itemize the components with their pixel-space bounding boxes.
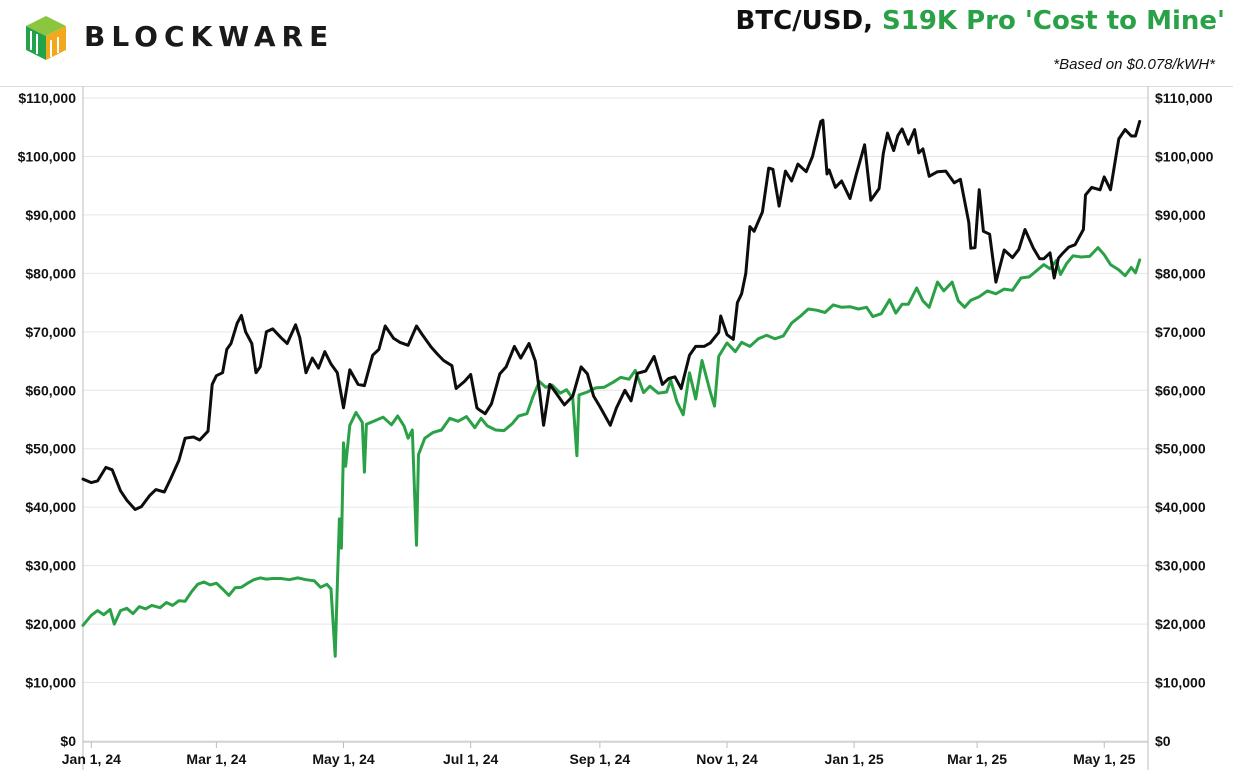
y-tick-label-left: $10,000 bbox=[25, 675, 76, 691]
title-btc: BTC/USD, bbox=[735, 6, 882, 36]
y-tick-label-left: $30,000 bbox=[25, 558, 76, 574]
series-lines bbox=[81, 118, 1142, 658]
x-tick-label: May 1, 25 bbox=[1073, 751, 1135, 767]
y-tick-label-right: $40,000 bbox=[1155, 499, 1206, 515]
y-tick-label-right: $70,000 bbox=[1155, 324, 1206, 340]
brand-name: BLOCKWARE bbox=[84, 20, 335, 53]
btc-series-line bbox=[81, 118, 1142, 511]
title-cost: S19K Pro 'Cost to Mine' bbox=[882, 6, 1225, 36]
y-tick-label-left: $0 bbox=[60, 733, 76, 749]
y-tick-label-left: $40,000 bbox=[25, 499, 76, 515]
y-axis-right: $0 $10,000 $20,000 $30,000 $40,000 $50,000 $60… bbox=[1155, 90, 1214, 749]
x-tick-label: Sep 1, 24 bbox=[570, 751, 631, 767]
x-tick-label: Jan 1, 24 bbox=[62, 751, 121, 767]
y-tick-label-right: $0 bbox=[1155, 733, 1171, 749]
x-tick-label: Jul 1, 24 bbox=[443, 751, 498, 767]
x-tick-label: Mar 1, 25 bbox=[947, 751, 1007, 767]
y-tick-label-left: $80,000 bbox=[25, 265, 76, 281]
y-tick-label-left: $110,000 bbox=[18, 90, 76, 106]
x-tick-label: May 1, 24 bbox=[312, 751, 374, 767]
x-axis: Jan 1, 24 Mar 1, 24 May 1, 24 Jul 1, 24 Sep … bbox=[62, 742, 1136, 767]
y-tick-label-right: $60,000 bbox=[1155, 382, 1206, 398]
chart-title: BTC/USD, S19K Pro 'Cost to Mine' bbox=[736, 6, 1225, 36]
y-tick-label-right: $30,000 bbox=[1155, 558, 1206, 574]
y-tick-label-right: $110,000 bbox=[1155, 90, 1213, 106]
y-tick-label-left: $70,000 bbox=[25, 324, 76, 340]
x-tick-label: Jan 1, 25 bbox=[825, 751, 884, 767]
y-tick-label-left: $100,000 bbox=[18, 148, 77, 164]
y-tick-label-left: $50,000 bbox=[25, 441, 76, 457]
y-tick-label-right: $100,000 bbox=[1155, 148, 1214, 164]
gridlines bbox=[83, 97, 1148, 742]
cost-series-line bbox=[81, 246, 1142, 658]
y-tick-label-left: $60,000 bbox=[25, 382, 76, 398]
line-chart: $0 $10,000 $20,000 $30,000 $40,000 $50,000 $60… bbox=[0, 86, 1233, 770]
y-tick-label-right: $10,000 bbox=[1155, 675, 1206, 691]
x-tick-label: Nov 1, 24 bbox=[696, 751, 758, 767]
header: BLOCKWARE BTC/USD, S19K Pro 'Cost to Min… bbox=[0, 0, 1233, 86]
y-tick-label-right: $90,000 bbox=[1155, 207, 1206, 223]
y-axis-left: $0 $10,000 $20,000 $30,000 $40,000 $50,000 $60… bbox=[18, 90, 77, 749]
y-tick-label-right: $50,000 bbox=[1155, 441, 1206, 457]
y-tick-label-right: $80,000 bbox=[1155, 265, 1206, 281]
axes bbox=[0, 86, 1233, 770]
y-tick-label-right: $20,000 bbox=[1155, 616, 1206, 632]
chart-subtitle: *Based on $0.078/kWH* bbox=[1053, 56, 1215, 73]
y-tick-label-left: $90,000 bbox=[25, 207, 76, 223]
x-tick-label: Mar 1, 24 bbox=[186, 751, 246, 767]
blockware-logo-icon bbox=[26, 16, 66, 60]
y-tick-label-left: $20,000 bbox=[25, 616, 76, 632]
